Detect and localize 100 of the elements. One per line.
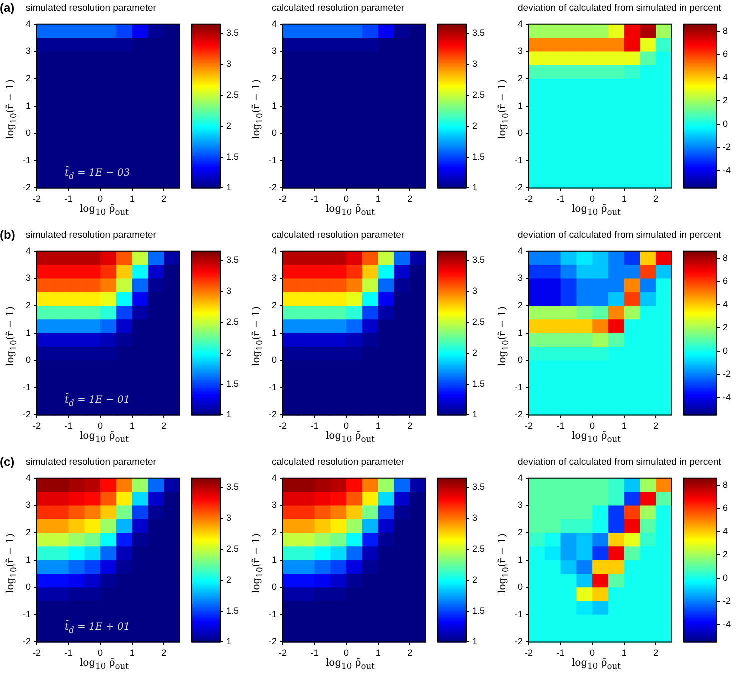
color-bar-label: 1 [472, 636, 478, 647]
y-tick-label: 1 [26, 100, 31, 111]
x-tick-label: -2 [32, 194, 42, 204]
chart-title: deviation of calculated from simulated in percent [518, 457, 722, 468]
y-tick-label: 2 [518, 300, 523, 310]
y-tick-label: 1 [272, 554, 277, 565]
x-tick-label: -2 [524, 648, 534, 658]
x-tick-label: -2 [278, 194, 288, 204]
color-bar-label: 1 [472, 182, 478, 193]
y-tick-label: 4 [518, 472, 523, 483]
y-tick-label: 3 [518, 500, 523, 510]
y-tick-label: 3 [272, 46, 277, 56]
color-bar-label: 2 [226, 574, 232, 585]
x-tick-label: 2 [654, 194, 659, 204]
x-axis-title: log$_{10}$ ρ̃$_{out}$ [78, 658, 130, 671]
chart-title: calculated resolution parameter [272, 230, 406, 241]
x-tick-label: -1 [64, 421, 73, 432]
y-tick-label: 4 [272, 18, 277, 29]
color-bar-label: 1.5 [226, 152, 240, 162]
y-tick-label: -2 [514, 636, 523, 647]
x-tick-label: -2 [32, 648, 42, 658]
color-bar-label: 1.5 [472, 606, 486, 616]
y-tick-label: 1 [26, 554, 31, 565]
y-tick-label: 2 [272, 73, 277, 84]
color-bar-label: 2.5 [472, 544, 486, 554]
y-tick-label: 3 [518, 273, 523, 284]
x-tick-label: -1 [556, 648, 565, 658]
x-axis-title: log$_{10}$ ρ̃$_{out}$ [78, 204, 130, 217]
x-tick-label: -1 [310, 648, 319, 658]
y-tick-label: -2 [268, 636, 277, 647]
y-tick-label: 2 [272, 300, 277, 310]
y-tick-label: 0 [518, 128, 523, 138]
x-tick-label: -2 [524, 194, 534, 204]
chart-title: calculated resolution parameter [272, 457, 406, 468]
y-tick-label: -1 [22, 155, 31, 166]
x-tick-label: 1 [622, 421, 627, 432]
chart-title: simulated resolution parameter [26, 230, 158, 241]
color-bar-label: 3.5 [226, 255, 240, 266]
x-tick-label: 2 [162, 648, 167, 658]
x-axis-title: log$_{10}$ ρ̃$_{out}$ [324, 204, 376, 217]
y-tick-label: 3 [272, 273, 277, 284]
y-tick-label: 1 [272, 328, 277, 338]
color-bar-label: 0 [723, 118, 728, 129]
x-tick-label: -2 [32, 421, 42, 432]
x-tick-label: -1 [310, 194, 319, 204]
color-bar-label: 3 [472, 513, 478, 524]
y-tick-label: 2 [26, 73, 31, 84]
x-tick-label: 2 [162, 194, 167, 204]
color-bar-label: 4 [723, 526, 728, 536]
x-tick-label: -2 [524, 421, 534, 432]
x-tick-label: 2 [654, 648, 659, 658]
text: (c) [0, 455, 15, 469]
color-bar-label: 2 [723, 550, 728, 560]
y-tick-label: -2 [268, 182, 277, 193]
color-bar-label: 4 [723, 299, 728, 310]
color-bar-label: 3 [226, 59, 232, 70]
color-bar-label: 3 [472, 286, 478, 296]
x-tick-label: -1 [556, 421, 565, 432]
x-axis-title: log$_{10}$ ρ̃$_{out}$ [78, 431, 130, 444]
color-bar-label: 6 [723, 503, 728, 514]
color-bar-label: 6 [723, 276, 728, 286]
x-tick-label: 2 [162, 421, 167, 432]
y-tick-label: 0 [26, 355, 31, 366]
color-bar-label: 2 [226, 120, 232, 131]
text: (a) [0, 1, 15, 15]
color-bar-label: -4 [723, 392, 732, 402]
y-tick-label: 0 [272, 582, 277, 592]
y-tick-label: 3 [518, 46, 523, 56]
color-bar-label: 0 [723, 572, 728, 583]
y-tick-label: 4 [26, 246, 31, 256]
x-axis-title: log$_{10}$ ρ̃$_{out}$ [324, 431, 376, 444]
y-tick-label: 2 [518, 527, 523, 538]
y-tick-label: -1 [22, 382, 31, 392]
x-tick-label: -1 [64, 648, 73, 658]
color-bar-label: 3.5 [472, 482, 486, 492]
y-tick-label: -1 [22, 609, 31, 620]
y-tick-label: -1 [514, 382, 523, 392]
x-tick-label: 2 [408, 194, 413, 204]
y-tick-label: 0 [26, 128, 31, 138]
y-tick-label: -2 [268, 410, 277, 420]
color-bar-label: 1.5 [472, 152, 486, 162]
color-bar-label: 3 [226, 286, 232, 296]
x-tick-label: 0 [344, 421, 350, 432]
y-tick-label: -2 [514, 182, 523, 193]
x-axis-title: log$_{10}$ ρ̃$_{out}$ [570, 431, 622, 444]
x-tick-label: 0 [590, 421, 596, 432]
color-bar-label: -2 [723, 142, 732, 152]
x-tick-label: -1 [310, 421, 319, 432]
x-tick-label: 1 [622, 194, 627, 204]
chart-title: deviation of calculated from simulated in percent [518, 3, 722, 14]
color-bar-label: 3.5 [472, 28, 486, 38]
x-axis-title: log$_{10}$ ρ̃$_{out}$ [570, 204, 622, 217]
color-bar-label: 8 [723, 480, 728, 490]
color-bar-label: 1.5 [226, 606, 240, 616]
y-tick-label: -2 [22, 182, 31, 193]
y-tick-label: 0 [272, 128, 277, 138]
x-tick-label: 1 [376, 648, 381, 658]
x-tick-label: 2 [654, 421, 659, 432]
x-tick-label: 0 [98, 648, 104, 658]
text: (b) [0, 228, 16, 242]
